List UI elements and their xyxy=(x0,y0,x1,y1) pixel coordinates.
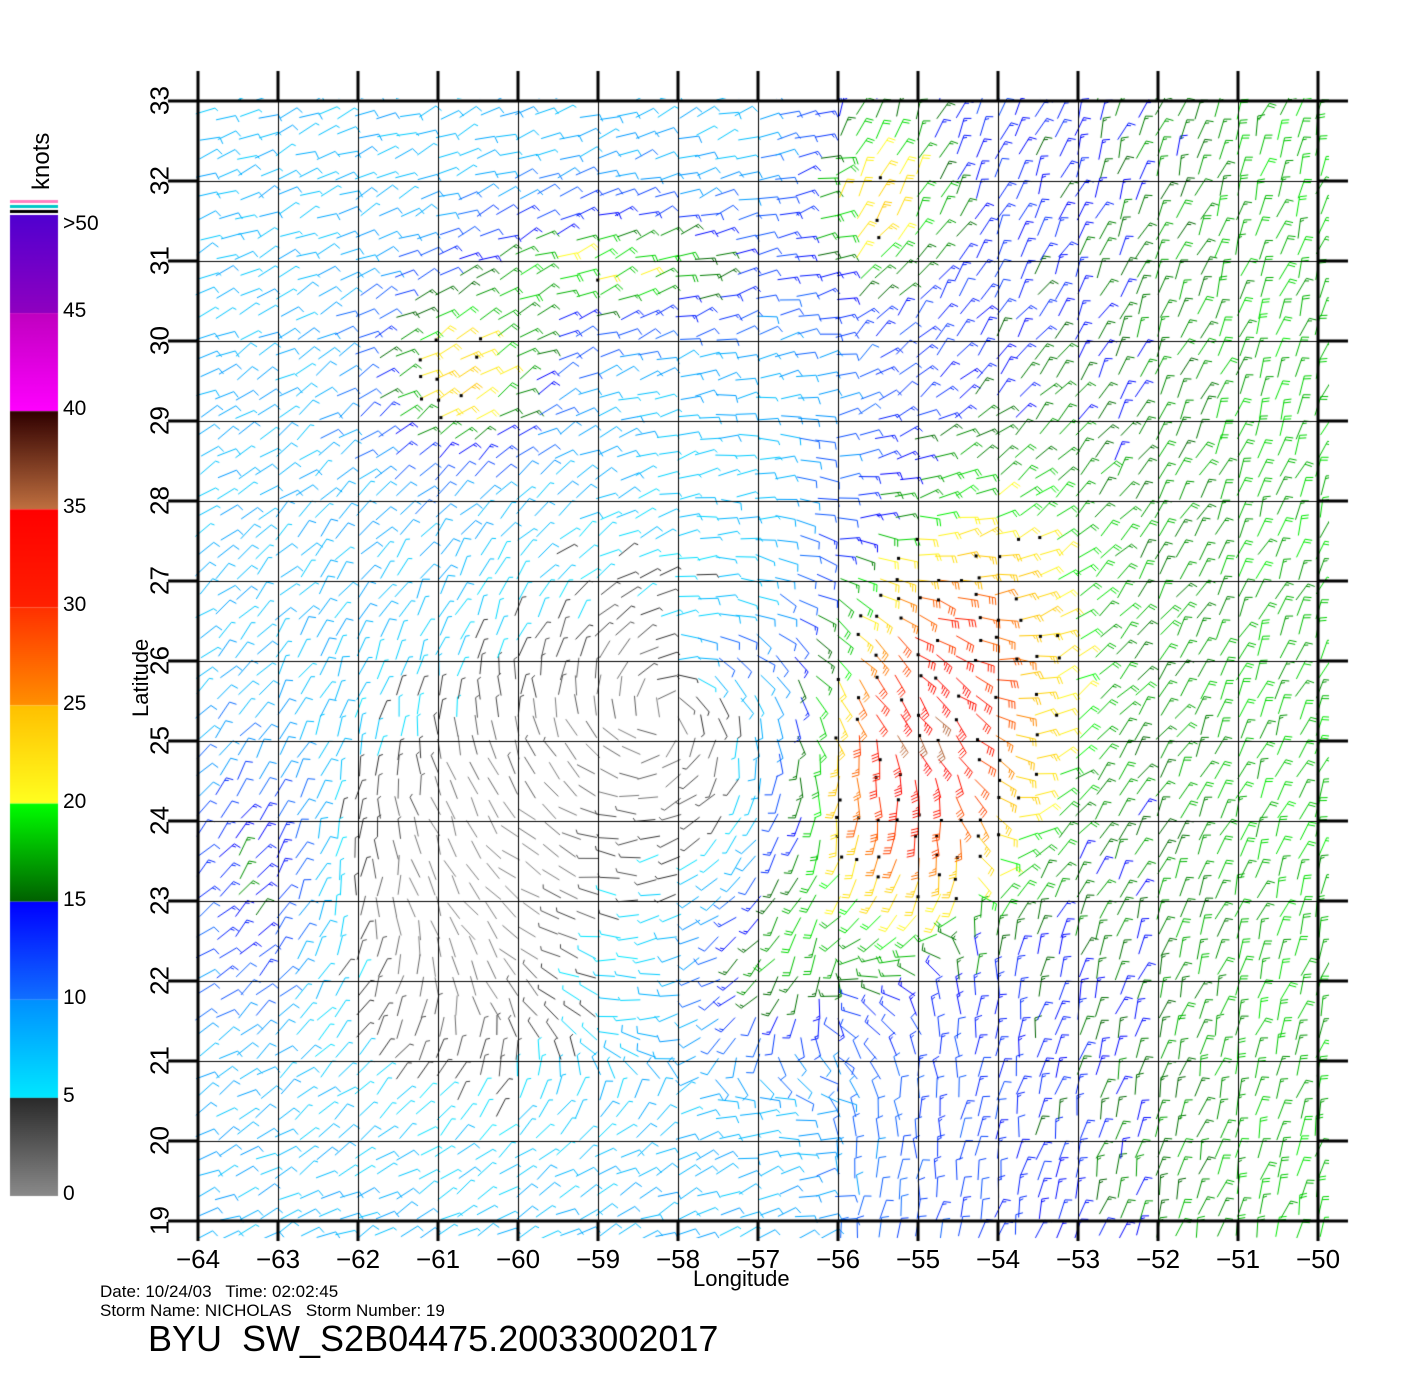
wind-barb-map xyxy=(0,0,1420,1400)
